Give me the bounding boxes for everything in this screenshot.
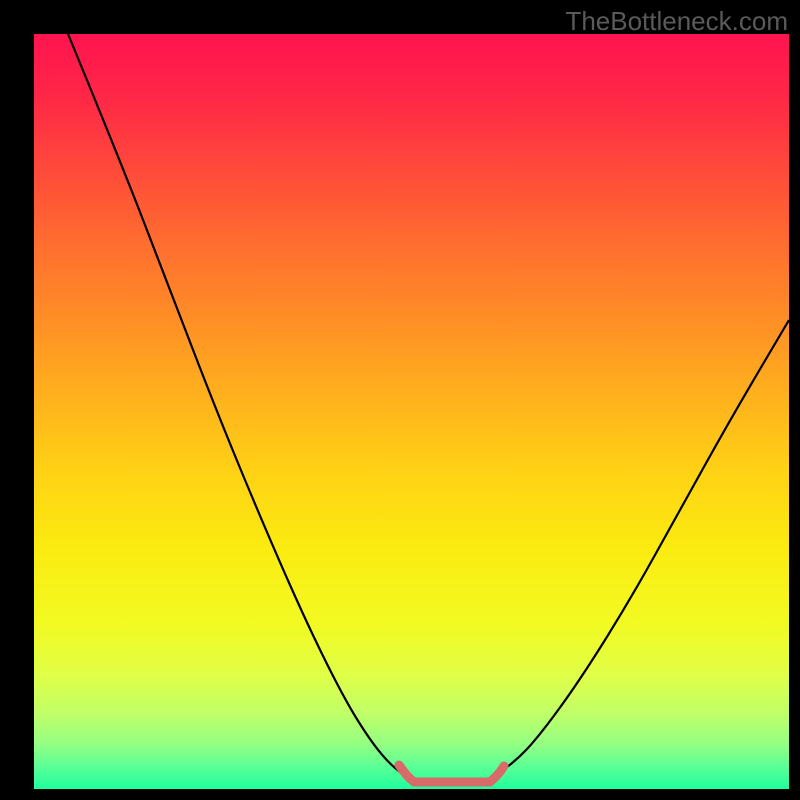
- v-curve-right: [500, 320, 789, 772]
- highlight-right: [490, 766, 504, 782]
- watermark-text: TheBottleneck.com: [565, 6, 788, 37]
- plot-area: [34, 34, 789, 789]
- chart-container: TheBottleneck.com: [0, 0, 800, 800]
- v-curve-left: [68, 34, 400, 772]
- curve-layer: [0, 0, 800, 800]
